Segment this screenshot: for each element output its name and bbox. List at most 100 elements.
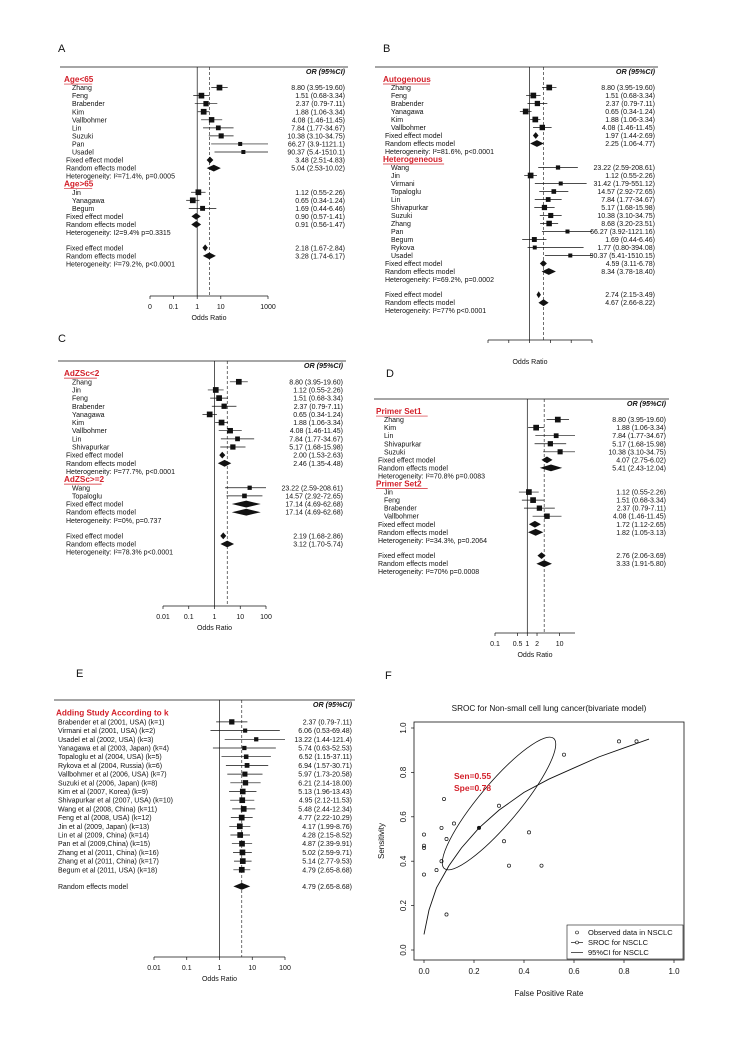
study-label: Brabender <box>72 101 105 108</box>
estimate-text: 1.12 (0.55-2.26) <box>616 490 666 497</box>
estimate-text: 1.69 (0.44-6.46) <box>295 206 345 213</box>
study-square <box>554 416 561 423</box>
study-label: Usadel et al (2002, USA) (k=3) <box>58 737 154 744</box>
heterogeneity-label: Heterogeneity: I²=79.2%, p<0.0001 <box>66 261 175 268</box>
summary-diamond <box>530 140 544 147</box>
study-label: Lin <box>391 197 400 204</box>
x-tick-label: 1 <box>218 965 222 972</box>
estimate-text: 1.97 (1.44-2.69) <box>605 133 655 140</box>
column-header: OR (95%CI) <box>306 67 346 76</box>
study-label: Jin <box>384 490 393 497</box>
study-square <box>216 395 222 401</box>
study-label: Pan <box>391 229 404 236</box>
estimate-text: 5.48 (2.44-12.34) <box>298 806 352 813</box>
estimate-text: 6.52 (1.15-37.11) <box>299 754 352 761</box>
x-tick-label: 0.5 <box>513 641 523 648</box>
estimate-text: 1.12 (0.55-2.26) <box>293 387 343 394</box>
study-label: Vallbohmer et al (2006, USA) (k=7) <box>58 772 167 779</box>
study-label: Lin et al (2009, China) (k=14) <box>58 833 149 840</box>
x-tick-label: 100 <box>260 614 272 621</box>
observed-point <box>539 863 544 868</box>
study-label: Rykova et al (2004, Russia) (k=6) <box>58 763 162 770</box>
observed-point <box>422 832 426 837</box>
column-header: OR (95%CI) <box>616 67 656 76</box>
study-label: Feng <box>72 396 88 403</box>
study-label: Feng <box>391 93 407 100</box>
summary-diamond <box>527 528 544 536</box>
estimate-text: 3.33 (1.91-5.80) <box>616 561 666 568</box>
panel-letter-b: B <box>383 43 390 55</box>
y-tick-label: 0.2 <box>399 899 408 911</box>
study-label: Zhang <box>72 379 92 386</box>
study-square <box>546 220 552 227</box>
study-square <box>254 737 259 742</box>
y-tick-label: 0.6 <box>399 811 408 823</box>
observed-point <box>442 797 446 801</box>
x-tick-label: 1000 <box>260 304 276 311</box>
estimate-text: 2.76 (2.06-3.69) <box>616 553 666 560</box>
study-label: Lin <box>384 433 393 440</box>
summary-label: Random effects model <box>66 541 136 548</box>
estimate-text: 4.59 (3.11-6.78) <box>606 261 655 268</box>
study-square <box>195 189 202 196</box>
summary-label: Fixed effect model <box>378 553 436 560</box>
x-axis-title: Odds Ratio <box>191 315 226 322</box>
study-square <box>545 197 551 202</box>
study-square <box>526 489 532 495</box>
summary-diamond <box>231 500 261 508</box>
x-tick-label: 1 <box>213 614 217 621</box>
summary-label: Random effects model <box>378 561 448 568</box>
study-square <box>547 441 553 447</box>
study-square <box>532 116 539 123</box>
study-square <box>555 165 561 170</box>
study-square <box>533 424 539 431</box>
study-label: Jin <box>72 190 81 197</box>
summary-label: Fixed effect model <box>66 158 124 165</box>
x-tick-label: 0.8 <box>618 967 630 976</box>
y-tick-label: 0.4 <box>399 855 408 867</box>
estimate-text: 1.77 (0.80-394.08) <box>597 245 655 252</box>
study-label: Zhang <box>72 85 92 92</box>
study-label: Shivapurkar <box>384 441 422 448</box>
legend-marker <box>575 940 579 945</box>
estimate-text: 4.08 (1.46-11.45) <box>292 117 345 124</box>
estimate-text: 2.00 (1.53-2.63) <box>293 453 343 460</box>
forest-plot-e: OR (95%CI) Adding Study According to kBra… <box>54 699 355 983</box>
study-square <box>558 181 563 186</box>
x-tick-label: 1 <box>195 304 199 311</box>
estimate-text: 8.80 (3.95-19.60) <box>612 417 666 424</box>
estimate-text: 66.27 (3.92-1121.16) <box>590 229 655 236</box>
study-label: Vallbohmer <box>72 428 108 435</box>
summary-diamond <box>220 532 227 540</box>
summary-label: Fixed effect model <box>385 133 443 140</box>
estimate-text: 7.84 (1.77-34.67) <box>601 197 655 204</box>
x-tick-label: 1.0 <box>668 967 680 976</box>
study-square <box>230 444 236 450</box>
specificity-annotation: Spe=0.78 <box>454 783 491 793</box>
study-square <box>216 84 223 91</box>
observed-point <box>452 821 456 826</box>
study-square <box>541 204 548 211</box>
estimate-text: 8.80 (3.95-19.60) <box>289 379 343 386</box>
study-square <box>243 754 249 759</box>
chart-title: SROC for Non-small cell lung cancer(biva… <box>452 704 647 713</box>
estimate-text: 2.37 (0.79-7.11) <box>303 719 352 726</box>
study-square <box>522 108 529 115</box>
study-square <box>239 858 246 864</box>
study-label: Rykova <box>391 245 414 252</box>
estimate-text: 2.18 (1.67-2.84) <box>295 245 345 252</box>
summary-label: Random effects model <box>66 461 136 468</box>
estimate-text: 1.82 (1.05-3.13) <box>616 530 666 537</box>
observed-point <box>527 830 531 835</box>
summary-label: Fixed effect model <box>66 533 124 540</box>
study-label: Feng et al (2008, USA) (k=12) <box>58 815 152 822</box>
study-square <box>189 197 196 204</box>
observed-point <box>422 845 426 850</box>
study-square <box>568 253 573 258</box>
estimate-text: 4.67 (2.66-8.22) <box>605 300 655 307</box>
estimate-text: 2.19 (1.68-2.86) <box>293 533 343 540</box>
